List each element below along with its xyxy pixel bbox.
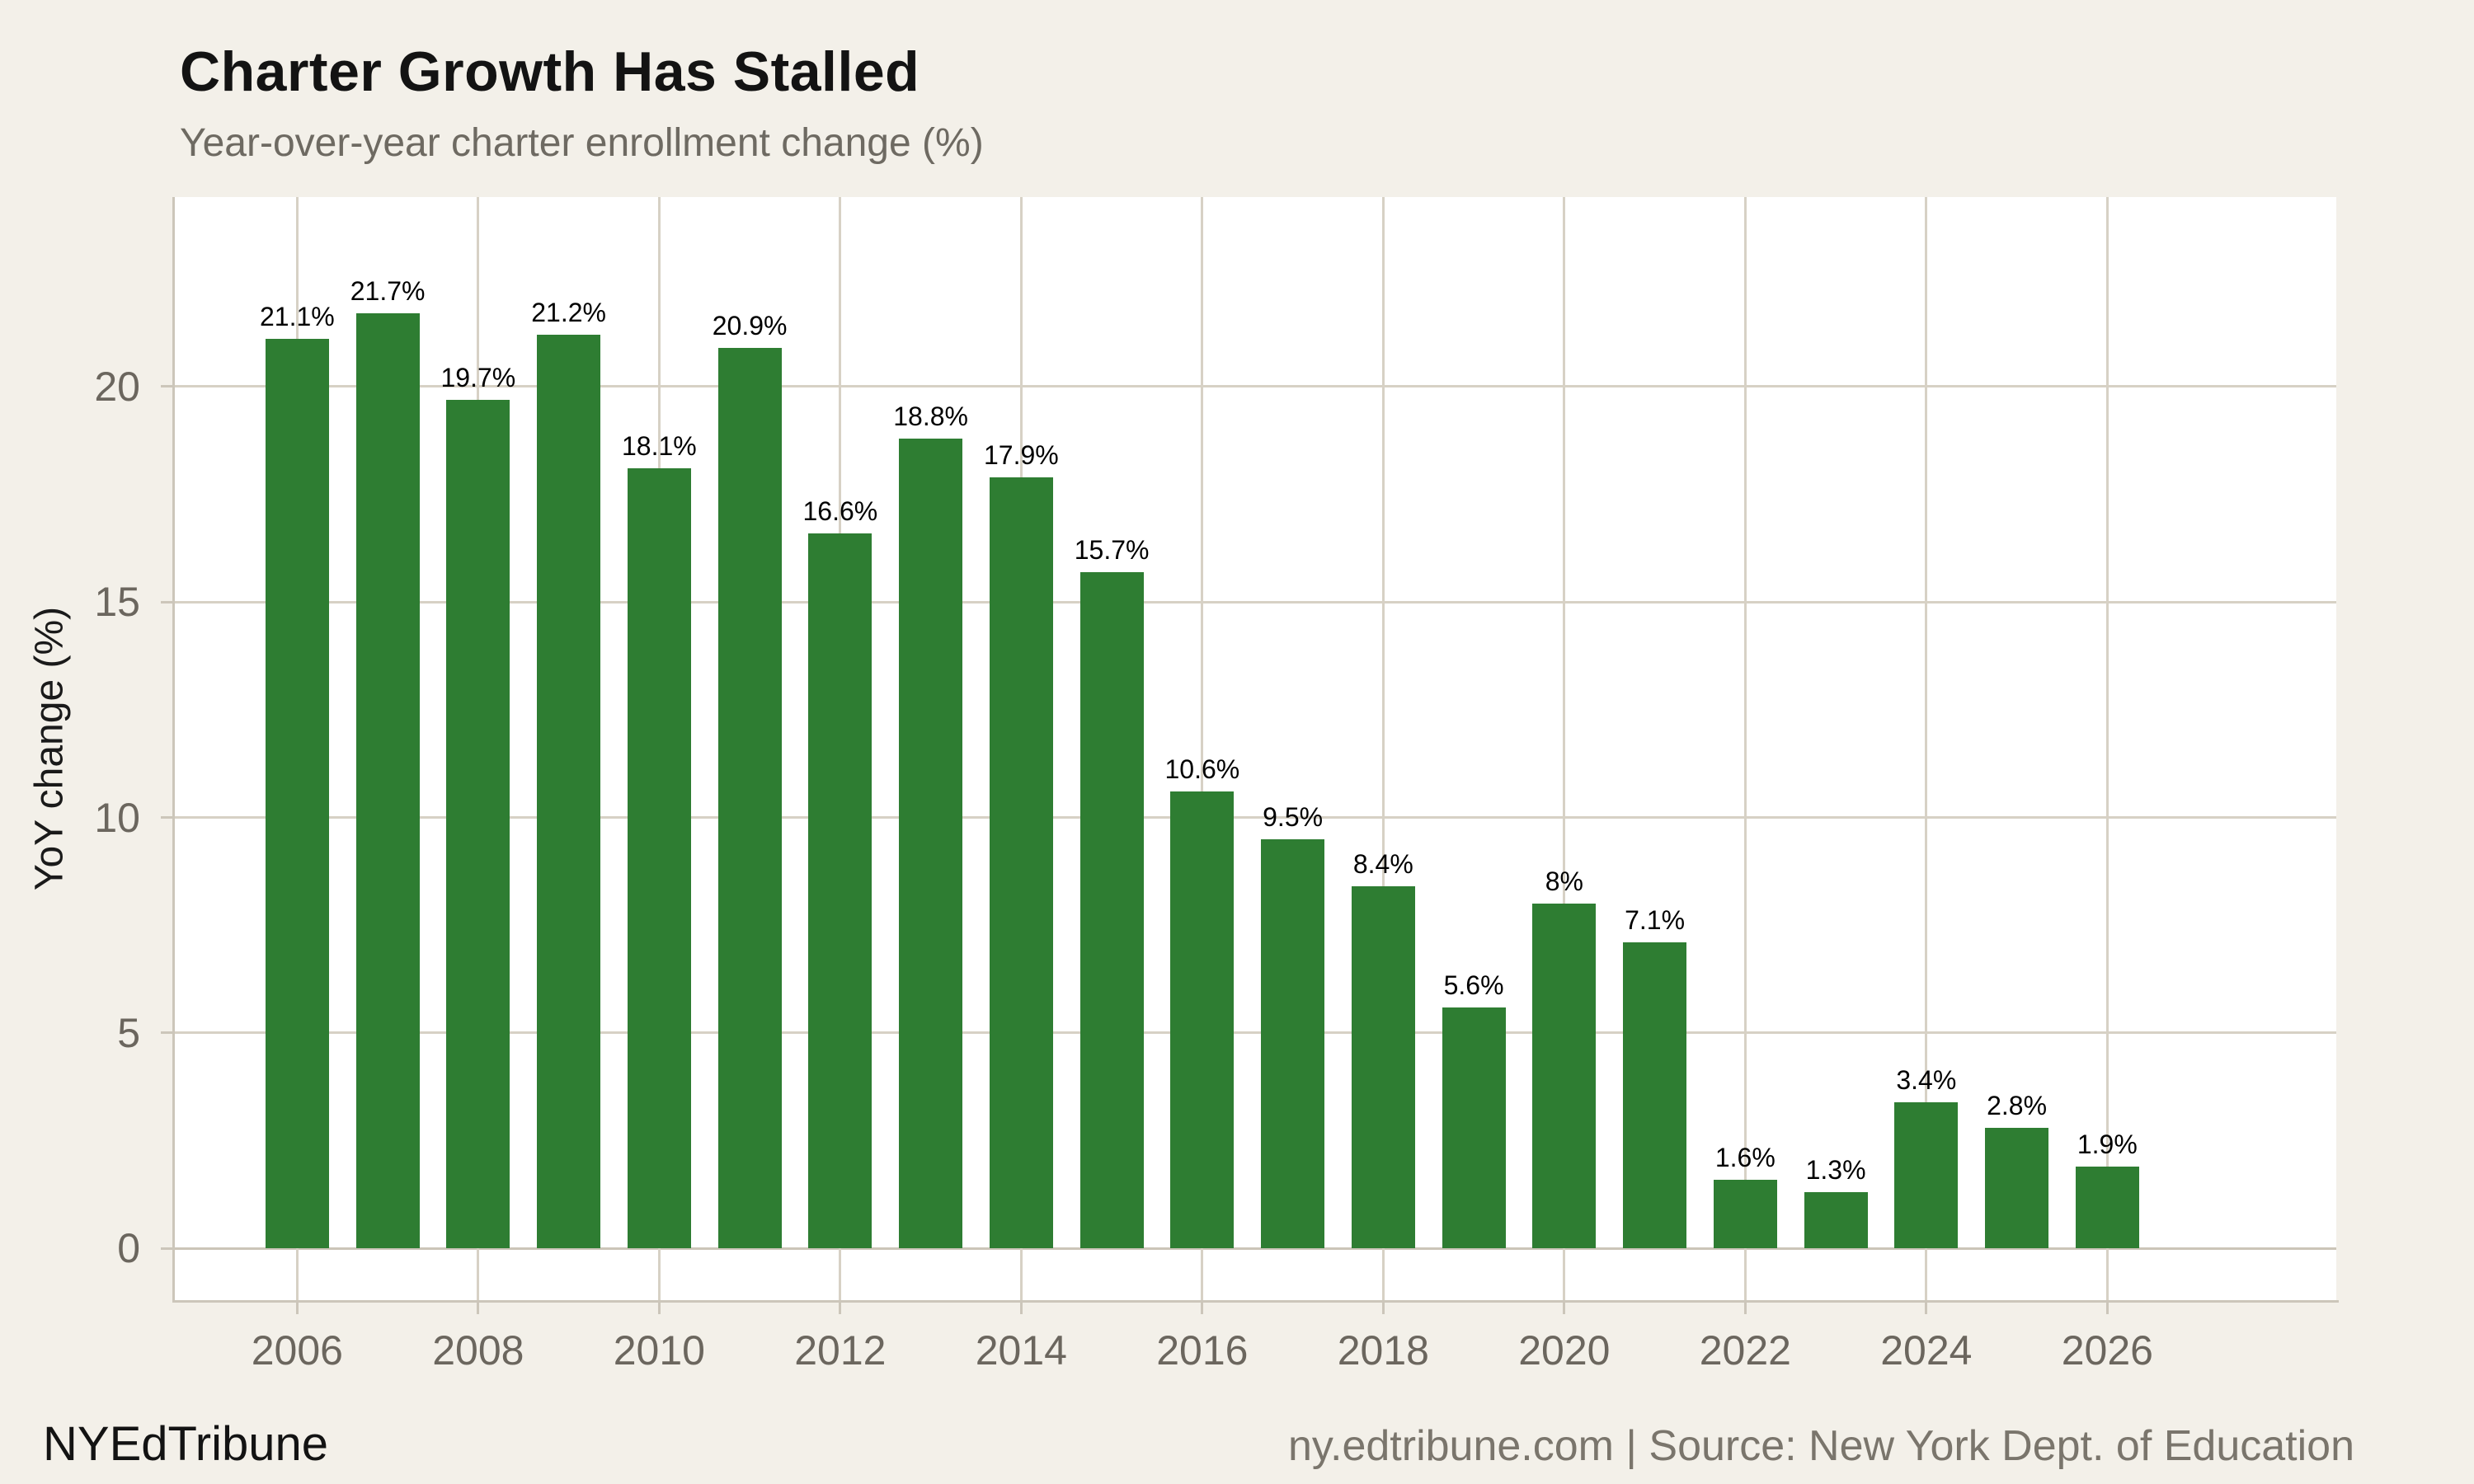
x-gridline: [1925, 197, 1928, 1300]
bar: [1261, 838, 1325, 1249]
x-tick-mark: [1743, 1300, 1747, 1314]
y-tick-mark: [161, 385, 173, 388]
x-gridline: [1563, 197, 1566, 1300]
bar: [1985, 1127, 2049, 1249]
bar: [446, 399, 510, 1249]
bar-value-label: 21.1%: [259, 302, 335, 332]
bar: [1623, 942, 1687, 1249]
x-tick-label: 2024: [1880, 1327, 1973, 1374]
bar: [1442, 1007, 1506, 1249]
y-axis-title: YoY change (%): [27, 606, 72, 891]
x-tick-mark: [1381, 1300, 1385, 1314]
bar: [2075, 1166, 2139, 1249]
bar-value-label: 18.8%: [893, 401, 968, 431]
y-tick-mark: [161, 1031, 173, 1035]
bar: [537, 335, 601, 1249]
x-gridline: [1743, 197, 1747, 1300]
y-tick-mark: [161, 816, 173, 819]
x-axis-spine: [172, 1300, 2339, 1303]
bar: [355, 313, 420, 1249]
x-tick-mark: [839, 1300, 842, 1314]
bar: [989, 477, 1053, 1249]
x-tick-label: 2016: [1156, 1327, 1249, 1374]
x-tick-mark: [657, 1300, 661, 1314]
bar: [1713, 1179, 1777, 1249]
x-tick-label: 2018: [1337, 1327, 1429, 1374]
bar: [1532, 904, 1597, 1249]
y-gridline: [173, 1247, 2336, 1250]
y-gridline: [173, 600, 2336, 603]
bar-value-label: 8.4%: [1352, 849, 1413, 880]
bar: [265, 339, 329, 1249]
bar: [1894, 1101, 1959, 1249]
bar-value-label: 1.9%: [2077, 1129, 2138, 1159]
y-gridline: [173, 816, 2336, 819]
x-tick-mark: [1925, 1300, 1928, 1314]
x-tick-label: 2008: [432, 1327, 524, 1374]
y-tick-label: 20: [94, 363, 140, 410]
chart-subtitle: Year-over-year charter enrollment change…: [180, 121, 984, 165]
bar-value-label: 21.2%: [531, 298, 606, 328]
bar: [717, 347, 782, 1249]
bar-value-label: 1.6%: [1714, 1142, 1776, 1172]
x-tick-mark: [1563, 1300, 1566, 1314]
y-tick-label: 0: [117, 1225, 140, 1272]
x-tick-label: 2006: [251, 1327, 343, 1374]
y-axis-spine: [172, 197, 175, 1303]
x-tick-label: 2022: [1699, 1327, 1791, 1374]
bar-value-label: 16.6%: [802, 495, 878, 526]
x-gridline: [1201, 197, 1204, 1300]
y-tick-mark: [161, 600, 173, 603]
bar-value-label: 20.9%: [712, 310, 788, 340]
y-tick-mark: [161, 1247, 173, 1250]
brand-footer: NYEdTribune: [43, 1417, 329, 1471]
bar-value-label: 19.7%: [440, 362, 516, 392]
bar-value-label: 15.7%: [1074, 534, 1150, 565]
x-gridline: [1381, 197, 1385, 1300]
y-gridline: [173, 1031, 2336, 1035]
bar-value-label: 1.3%: [1805, 1155, 1866, 1186]
x-tick-label: 2014: [975, 1327, 1067, 1374]
plot-area: [173, 197, 2336, 1300]
bar-value-label: 3.4%: [1896, 1064, 1957, 1095]
bar-value-label: 10.6%: [1164, 754, 1240, 785]
x-tick-label: 2026: [2061, 1327, 2153, 1374]
chart-title: Charter Growth Has Stalled: [180, 40, 920, 103]
x-tick-mark: [477, 1300, 480, 1314]
bar-value-label: 9.5%: [1263, 801, 1324, 832]
y-tick-label: 10: [94, 794, 140, 841]
bar-value-label: 8%: [1545, 866, 1583, 897]
bar: [899, 438, 963, 1249]
bar-value-label: 5.6%: [1443, 970, 1504, 1000]
x-tick-label: 2010: [613, 1327, 705, 1374]
y-tick-label: 5: [117, 1009, 140, 1056]
x-tick-label: 2020: [1518, 1327, 1611, 1374]
bar-value-label: 21.7%: [350, 276, 426, 307]
bar-value-label: 17.9%: [983, 439, 1059, 470]
y-tick-label: 15: [94, 579, 140, 626]
x-gridline: [2105, 197, 2109, 1300]
x-tick-label: 2012: [794, 1327, 887, 1374]
bar: [1351, 886, 1415, 1249]
bar-value-label: 2.8%: [1987, 1090, 2048, 1120]
bar: [627, 468, 691, 1249]
bar-value-label: 18.1%: [621, 431, 697, 462]
bar: [1804, 1192, 1868, 1249]
bar-value-label: 7.1%: [1625, 905, 1686, 936]
source-footer: ny.edtribune.com | Source: New York Dept…: [1287, 1422, 2354, 1470]
x-tick-mark: [1019, 1300, 1023, 1314]
x-tick-mark: [1201, 1300, 1204, 1314]
y-gridline: [173, 385, 2336, 388]
bar: [1079, 571, 1144, 1249]
x-tick-mark: [2105, 1300, 2109, 1314]
x-tick-mark: [295, 1300, 299, 1314]
bar: [1170, 791, 1235, 1249]
bar: [808, 533, 872, 1249]
